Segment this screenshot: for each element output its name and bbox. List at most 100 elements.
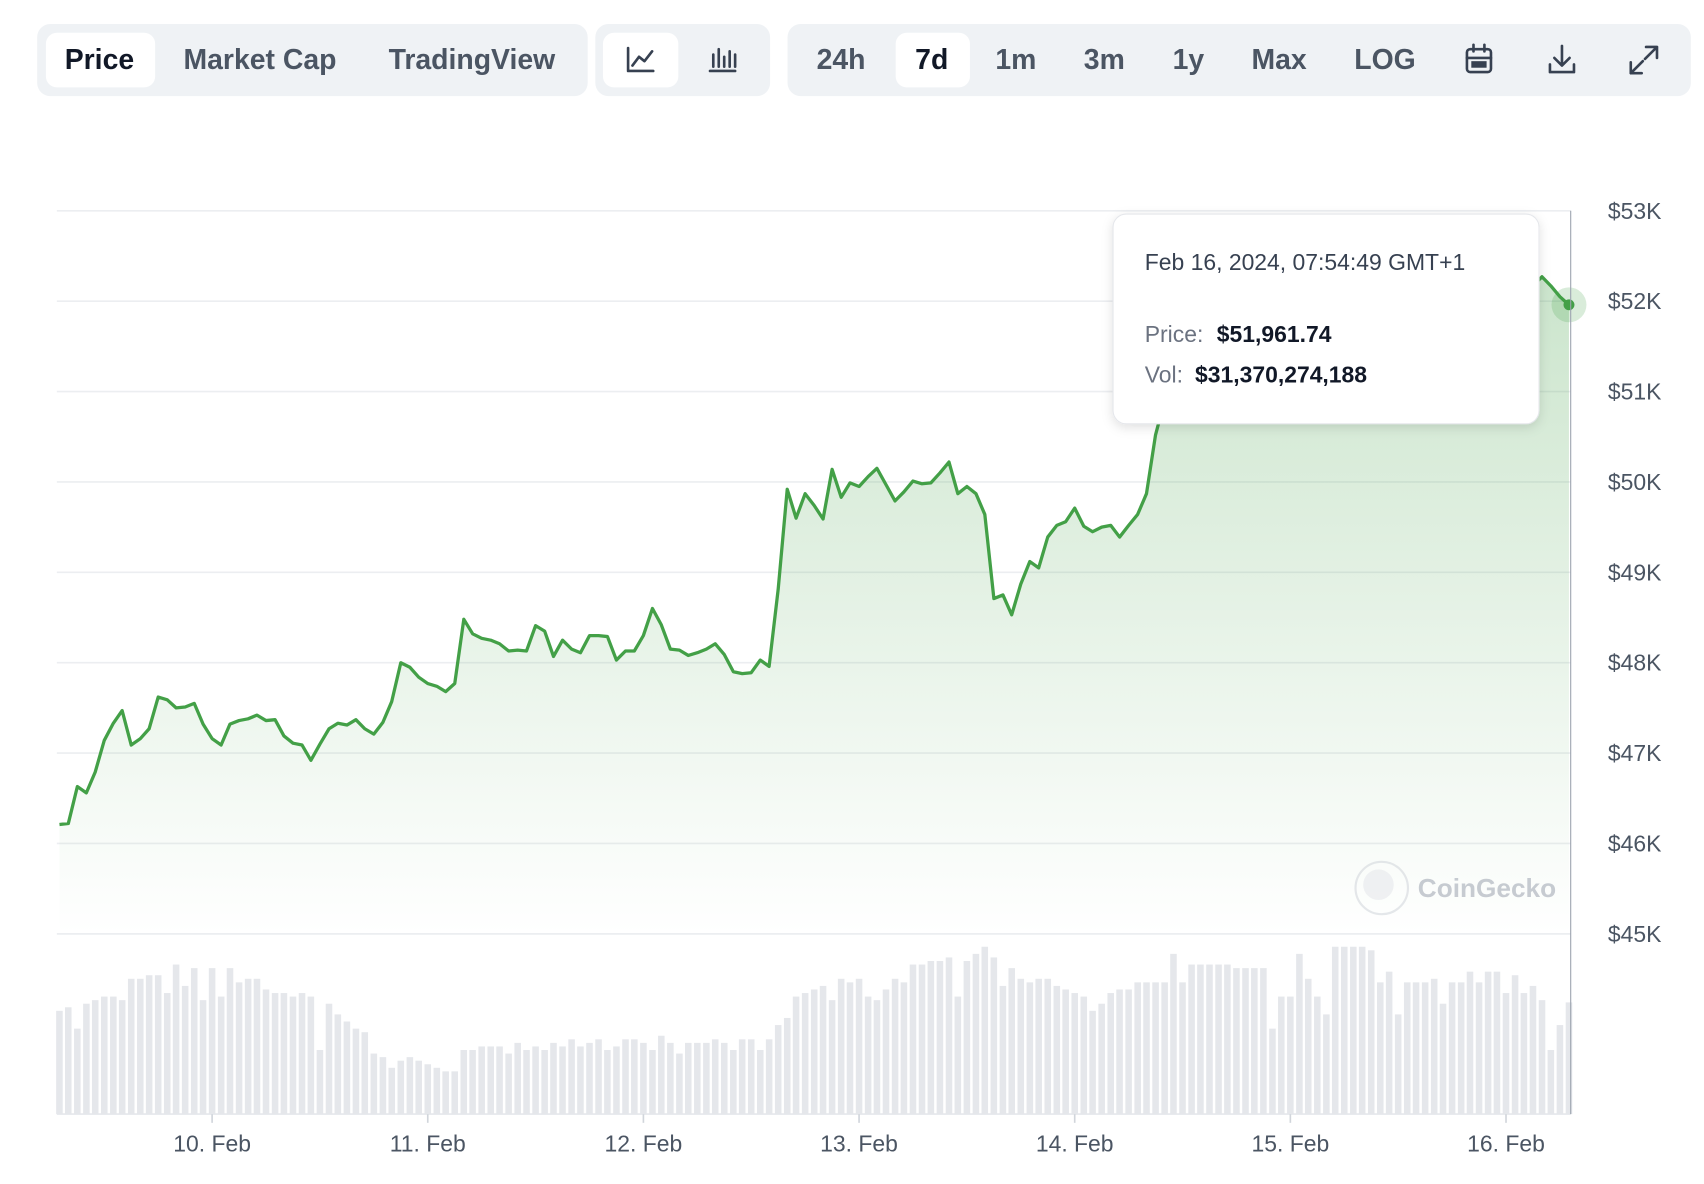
volume-bar (1089, 1010, 1096, 1115)
volume-bar (1053, 985, 1061, 1115)
volume-bar (1367, 950, 1375, 1115)
volume-bar (954, 996, 962, 1115)
log-button[interactable]: LOG (1354, 44, 1415, 76)
volume-bar (810, 989, 818, 1115)
volume-bar (1556, 1025, 1564, 1115)
volume-bar (442, 1071, 449, 1115)
volume-bar (352, 1028, 360, 1115)
view-tabs: Price Market Cap TradingView (37, 24, 588, 97)
volume-bar (604, 1050, 611, 1115)
volume-bar (945, 957, 953, 1115)
volume-bar (550, 1042, 557, 1115)
range-button[interactable]: 24h (817, 44, 866, 76)
volume-bar (64, 1007, 72, 1115)
tab[interactable]: Price (65, 44, 134, 76)
volume-bar (1304, 978, 1312, 1115)
x-tick-label: 15. Feb (1251, 1131, 1329, 1157)
volume-bar (1314, 996, 1321, 1115)
volume-bar (1152, 982, 1159, 1115)
volume-bar (1448, 982, 1456, 1115)
volume-bar (343, 1021, 351, 1115)
volume-bar (1215, 964, 1222, 1115)
volume-bar (837, 978, 845, 1115)
volume-bar (1430, 978, 1438, 1115)
volume-bar (1565, 1002, 1573, 1115)
volume-bar (1323, 1014, 1330, 1115)
volume-bar (1044, 978, 1052, 1115)
line-chart-button[interactable] (626, 46, 655, 73)
volume-bar (496, 1046, 503, 1115)
y-tick-label: $50K (1608, 469, 1662, 495)
fullscreen-button[interactable] (1629, 45, 1659, 75)
download-button[interactable] (1548, 44, 1576, 74)
volume-bar (999, 985, 1007, 1115)
volume-bar (253, 978, 261, 1115)
volume-bar (1143, 982, 1150, 1115)
volume-bar (424, 1064, 432, 1115)
volume-bar (101, 996, 108, 1115)
volume-bar (586, 1042, 593, 1115)
volume-bar (676, 1053, 683, 1115)
volume-bar (1385, 971, 1393, 1115)
tab[interactable]: TradingView (389, 44, 557, 76)
y-tick-label: $49K (1608, 559, 1662, 585)
volume-bar (163, 993, 171, 1115)
volume-bar (1269, 1028, 1276, 1115)
y-tick-label: $53K (1608, 198, 1662, 224)
volume-bar (541, 1050, 548, 1115)
x-tick-label: 10. Feb (173, 1131, 251, 1157)
y-tick-label: $48K (1608, 650, 1662, 676)
volume-bar (684, 1042, 692, 1115)
range-button[interactable]: Max (1251, 44, 1306, 76)
volume-bar (370, 1053, 378, 1115)
watermark-logo (1354, 860, 1410, 916)
plot: $53K $52K $51K $50K $49K $48K $47K $46K $45K 10. … (56, 198, 1662, 1157)
volume-bar (640, 1042, 647, 1115)
range-button[interactable]: 1y (1173, 44, 1205, 76)
volume-bar (271, 993, 279, 1115)
candle-chart-button[interactable] (708, 47, 737, 73)
price-area (59, 269, 1569, 934)
chart-style-tabs (595, 24, 771, 97)
volume-bar (514, 1042, 521, 1115)
volume-bar (595, 1039, 602, 1115)
volume-bar (613, 1046, 620, 1115)
volume-bar (1260, 968, 1267, 1115)
volume-bar (1179, 982, 1186, 1115)
volume-bar (478, 1046, 485, 1115)
tooltip-price-label: Price: (1145, 321, 1204, 347)
tooltip: Feb 16, 2024, 07:54:49 GMT+1 Price: $51,… (1112, 213, 1540, 425)
volume-bar (217, 996, 225, 1115)
volume-bar (1296, 953, 1303, 1115)
volume-bar (1107, 993, 1114, 1115)
volume-bar (361, 1032, 369, 1115)
y-tick-label: $47K (1608, 740, 1662, 766)
volume-bar (235, 982, 243, 1115)
tab[interactable]: Market Cap (184, 44, 337, 76)
volume-bar (972, 953, 980, 1115)
range-button[interactable]: 7d (915, 44, 948, 76)
volume-bar (487, 1046, 495, 1115)
volume-bar (289, 996, 297, 1115)
volume-bar (981, 946, 989, 1115)
volume-bar (891, 978, 899, 1115)
volume-bar (765, 1039, 773, 1115)
volume-bar (1547, 1050, 1555, 1115)
volume-bar (1394, 1014, 1402, 1115)
volume-bar (927, 960, 935, 1115)
volume-bar (1134, 982, 1141, 1115)
range-button[interactable]: 1m (995, 44, 1036, 76)
range-button[interactable]: 3m (1084, 44, 1125, 76)
volume-bar (460, 1050, 468, 1115)
tooltip-price: $51,961.74 (1217, 321, 1332, 347)
calendar-button[interactable] (1465, 43, 1493, 74)
watermark-text: CoinGecko (1418, 873, 1556, 903)
volume-bar (145, 975, 153, 1115)
watermark: CoinGecko (1354, 860, 1556, 916)
volume-bar (1098, 1003, 1105, 1115)
tooltip-vol: $31,370,274,188 (1195, 362, 1367, 388)
volume-bar (1251, 968, 1258, 1115)
volume-bar (1340, 946, 1348, 1115)
volume-bar (118, 1000, 126, 1115)
